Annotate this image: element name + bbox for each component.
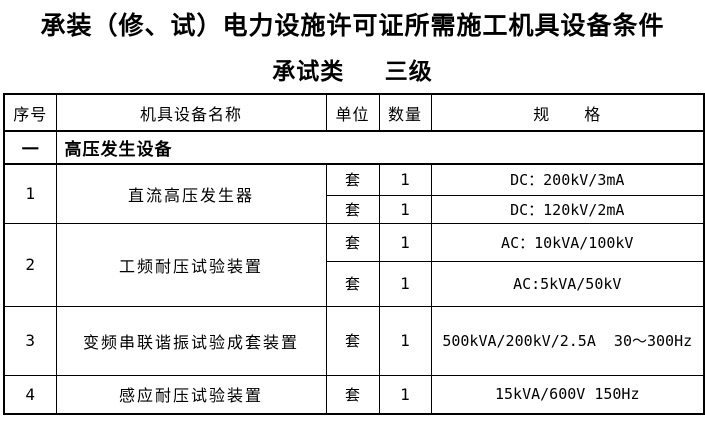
spec-cell: DC：200kV/3mA bbox=[430, 163, 705, 196]
col-header-unit: 单位 bbox=[325, 93, 380, 132]
section-index: 一 bbox=[3, 130, 57, 165]
col-header-spec: 规 格 bbox=[430, 93, 705, 132]
document-subtitle: 承试类 三级 bbox=[0, 57, 705, 85]
subtitle-category: 承试类 bbox=[272, 58, 345, 84]
equipment-name: 直流高压发生器 bbox=[55, 163, 327, 224]
quantity-cell: 1 bbox=[378, 260, 432, 307]
spec-cell: DC：120kV/2mA bbox=[430, 194, 705, 224]
document-page: 承装（修、试）电力设施许可证所需施工机具设备条件 承试类 三级 序号 机具设备名… bbox=[0, 11, 705, 424]
spec-cell: AC：10kVA/100kV bbox=[430, 222, 705, 262]
table-header-row: 序号 机具设备名称 单位 数量 规 格 bbox=[3, 93, 705, 132]
equipment-name: 感应耐压试验装置 bbox=[55, 374, 327, 415]
unit-cell: 套 bbox=[325, 194, 380, 224]
document-title: 承装（修、试）电力设施许可证所需施工机具设备条件 bbox=[40, 12, 665, 40]
equipment-name: 工频耐压试验装置 bbox=[55, 222, 327, 307]
row-index: 3 bbox=[3, 305, 57, 376]
section-row: 一 高压发生设备 bbox=[3, 130, 705, 165]
section-name: 高压发生设备 bbox=[55, 130, 705, 165]
row-index: 4 bbox=[3, 374, 57, 415]
table-row: 3 变频串联谐振试验成套装置 套 1 500kVA/200kV/2.5A 30～… bbox=[3, 305, 705, 376]
equipment-name: 变频串联谐振试验成套装置 bbox=[55, 305, 327, 376]
col-header-equipment-name: 机具设备名称 bbox=[55, 93, 327, 132]
quantity-cell: 1 bbox=[378, 194, 432, 224]
quantity-cell: 1 bbox=[378, 222, 432, 262]
unit-cell: 套 bbox=[325, 163, 380, 196]
table-row: 1 直流高压发生器 套 1 DC：200kV/3mA bbox=[3, 163, 705, 224]
subtitle-level: 三级 bbox=[384, 58, 433, 84]
spec-cell: 15kVA/600V 150Hz bbox=[430, 374, 705, 415]
quantity-cell: 1 bbox=[378, 305, 432, 376]
spec-cell: 500kVA/200kV/2.5A 30～300Hz bbox=[430, 305, 705, 376]
table-row: 4 感应耐压试验装置 套 1 15kVA/600V 150Hz bbox=[3, 374, 705, 415]
equipment-table: 序号 机具设备名称 单位 数量 规 格 一 高压发生设备 1 直流高压发生器 套… bbox=[3, 93, 705, 415]
unit-cell: 套 bbox=[325, 374, 380, 415]
table-row: 2 工频耐压试验装置 套 1 AC：10kVA/100kV bbox=[3, 222, 705, 307]
unit-cell: 套 bbox=[325, 222, 380, 262]
row-index: 2 bbox=[3, 222, 57, 307]
quantity-cell: 1 bbox=[378, 374, 432, 415]
quantity-cell: 1 bbox=[378, 163, 432, 196]
spec-cell: AC:5kVA/50kV bbox=[430, 260, 705, 307]
table-row: 套 1 DC：120kV/2mA bbox=[4, 194, 705, 224]
row-index: 1 bbox=[3, 163, 57, 224]
unit-cell: 套 bbox=[325, 260, 380, 307]
col-header-index: 序号 bbox=[3, 93, 57, 132]
table-row: 套 1 AC:5kVA/50kV bbox=[4, 260, 705, 307]
col-header-quantity: 数量 bbox=[378, 93, 432, 132]
unit-cell: 套 bbox=[325, 305, 380, 376]
